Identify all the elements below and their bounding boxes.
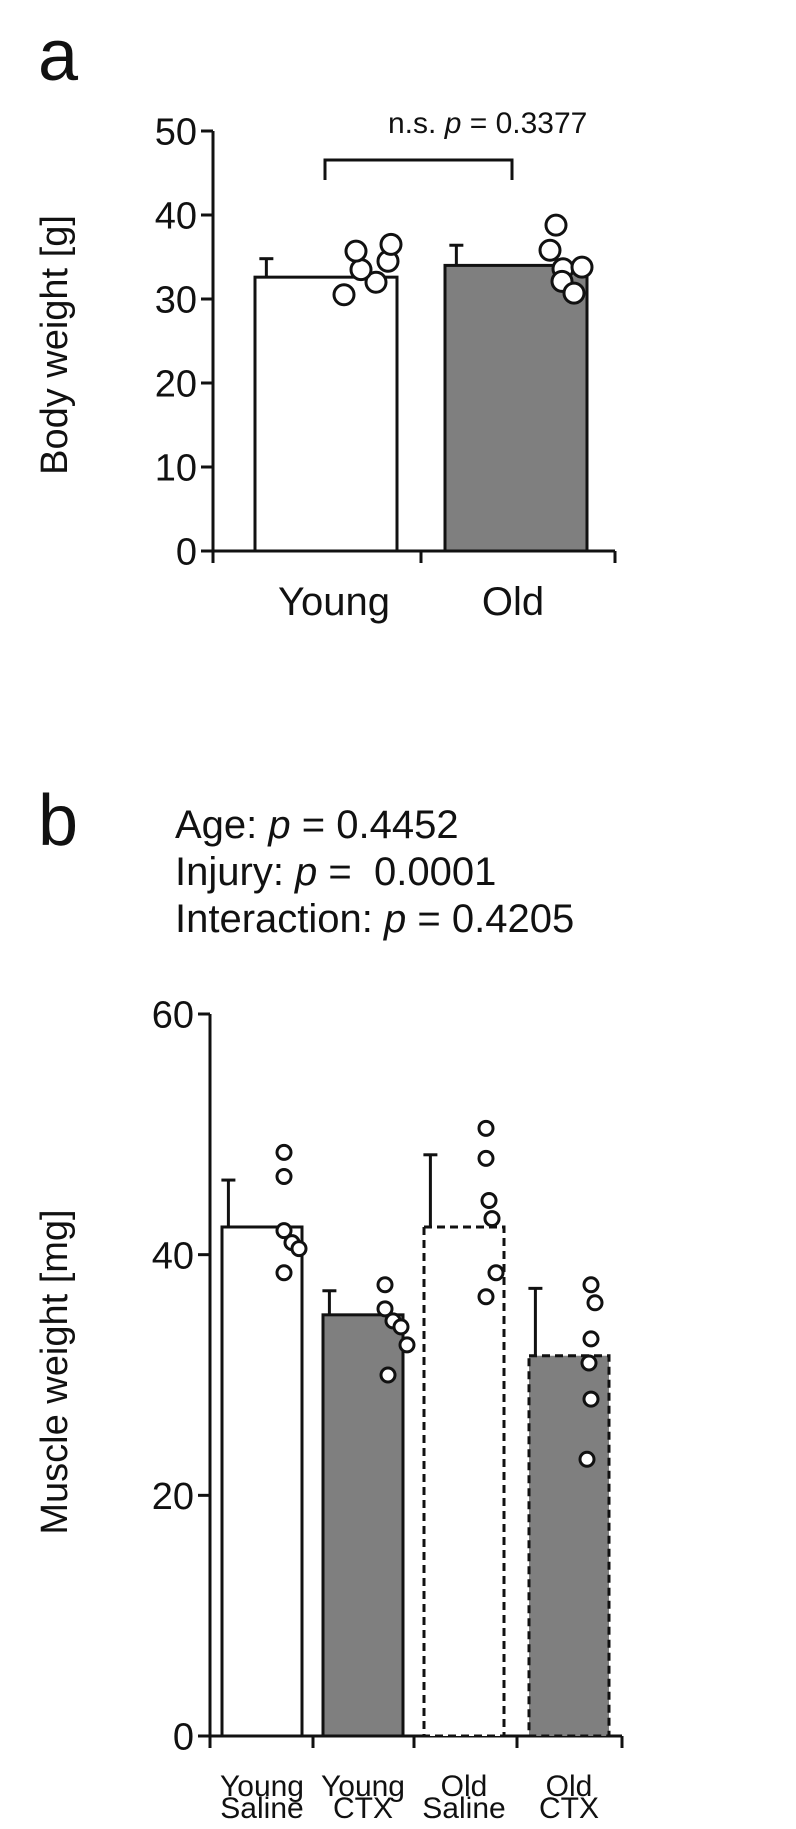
stat-injury-value: = 0.0001 bbox=[317, 850, 496, 894]
bar bbox=[220, 1225, 304, 1738]
data-point bbox=[379, 1366, 397, 1384]
data-point bbox=[477, 1288, 495, 1306]
data-point bbox=[580, 1354, 598, 1372]
x-tick-label: Old bbox=[546, 1770, 593, 1803]
y-axis-label: Muscle weight [mg] bbox=[34, 1209, 76, 1534]
data-point bbox=[570, 255, 594, 279]
y-tick-label: 20 bbox=[155, 364, 197, 406]
annotation-p: p bbox=[444, 107, 462, 140]
data-point bbox=[332, 283, 356, 307]
stat-age-p: p bbox=[267, 803, 290, 847]
y-tick-label: 20 bbox=[152, 1476, 194, 1518]
data-point bbox=[483, 1210, 501, 1228]
data-point bbox=[544, 213, 568, 237]
x-tick-label: Saline bbox=[422, 1792, 505, 1825]
data-point bbox=[349, 258, 373, 282]
y-tick-label: 50 bbox=[155, 112, 197, 154]
y-tick-label: 40 bbox=[155, 196, 197, 238]
data-point bbox=[480, 1192, 498, 1210]
significance-annotation: n.s. p = 0.3377 bbox=[388, 107, 587, 140]
panel-a: a Body weight [g] 0 10 20 30 40 50 Young Old n… bbox=[34, 16, 617, 624]
y-tick-label: 10 bbox=[155, 448, 197, 490]
bars bbox=[220, 1153, 611, 1738]
bar bbox=[422, 1225, 506, 1738]
data-point bbox=[275, 1222, 293, 1240]
data-point bbox=[379, 232, 403, 256]
bracket-line bbox=[323, 158, 514, 180]
stat-interaction-label: Interaction: bbox=[175, 897, 384, 941]
y-tick-label: 0 bbox=[176, 532, 197, 574]
stat-injury-label: Injury: bbox=[175, 850, 295, 894]
data-point bbox=[538, 238, 562, 262]
data-point bbox=[477, 1119, 495, 1137]
data-point bbox=[487, 1264, 505, 1282]
y-tick-label: 0 bbox=[173, 1717, 194, 1759]
significance-bracket bbox=[323, 158, 514, 180]
data-point bbox=[376, 1276, 394, 1294]
data-point bbox=[562, 281, 586, 305]
data-point bbox=[364, 270, 388, 294]
x-tick-label: CTX bbox=[539, 1792, 599, 1825]
y-tick-label: 60 bbox=[152, 995, 194, 1037]
data-point bbox=[398, 1336, 416, 1354]
data-point bbox=[275, 1264, 293, 1282]
stat-interaction: Interaction: p = 0.4205 bbox=[175, 897, 574, 941]
bars bbox=[253, 243, 589, 553]
stat-age-value: = 0.4452 bbox=[291, 803, 459, 847]
y-tick-label: 40 bbox=[152, 1235, 194, 1277]
x-tick-label: Young bbox=[220, 1770, 304, 1803]
panel-label-a: a bbox=[38, 16, 79, 96]
data-point bbox=[582, 1276, 600, 1294]
data-point bbox=[392, 1318, 410, 1336]
data-point bbox=[376, 1300, 394, 1318]
data-point bbox=[586, 1294, 604, 1312]
x-tick-label: Young bbox=[278, 580, 390, 624]
annotation-value: = 0.3377 bbox=[461, 107, 587, 140]
data-point bbox=[582, 1390, 600, 1408]
data-point bbox=[477, 1149, 495, 1167]
stat-age: Age: p = 0.4452 bbox=[175, 803, 459, 847]
x-tick-label: CTX bbox=[333, 1792, 393, 1825]
bar bbox=[253, 275, 399, 553]
stat-interaction-p: p bbox=[383, 897, 406, 941]
panel-b: b Age: p = 0.4452 Injury: p = 0.0001 Int… bbox=[34, 781, 624, 1825]
x-tick-labels: Young Old bbox=[278, 580, 544, 624]
y-tick-label: 30 bbox=[155, 280, 197, 322]
annotation-prefix: n.s. bbox=[388, 107, 445, 140]
data-points bbox=[275, 1119, 604, 1468]
x-tick-label: Old bbox=[482, 580, 544, 624]
x-tick-label: Saline bbox=[220, 1792, 303, 1825]
data-point bbox=[582, 1330, 600, 1348]
panel-label-b: b bbox=[38, 781, 78, 861]
bar bbox=[321, 1313, 405, 1738]
stat-interaction-value: = 0.4205 bbox=[406, 897, 574, 941]
stat-injury-p: p bbox=[294, 850, 317, 894]
data-point bbox=[578, 1450, 596, 1468]
data-point bbox=[290, 1240, 308, 1258]
data-point bbox=[275, 1143, 293, 1161]
x-tick-label: Young bbox=[321, 1770, 405, 1803]
y-axis-label: Body weight [g] bbox=[34, 215, 76, 475]
data-point bbox=[344, 239, 368, 263]
bar bbox=[527, 1354, 611, 1738]
x-tick-label: Old bbox=[441, 1770, 488, 1803]
data-points bbox=[332, 213, 594, 307]
stat-injury: Injury: p = 0.0001 bbox=[175, 850, 496, 894]
stat-age-label: Age: bbox=[175, 803, 268, 847]
data-point bbox=[275, 1167, 293, 1185]
bar bbox=[443, 263, 589, 553]
